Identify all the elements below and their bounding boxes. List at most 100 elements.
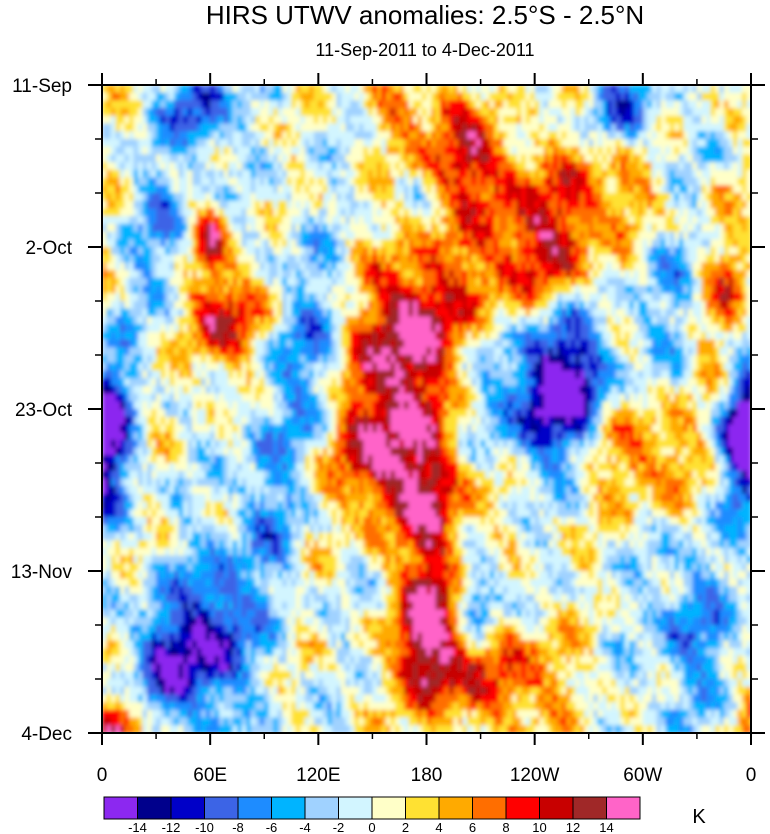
field-cell [403,331,410,341]
field-cell [399,169,405,179]
field-cell [174,331,180,341]
field-cell [728,108,734,117]
field-cell [381,270,387,279]
field-cell [421,115,428,125]
field-cell [696,324,703,333]
field-cell [588,223,594,233]
field-cell [557,123,563,132]
field-cell [187,92,193,102]
field-cell [449,139,455,148]
field-cell [349,285,355,294]
field-cell [282,339,288,348]
field-cell [579,339,585,348]
field-cell [557,162,563,171]
field-cell [642,123,648,132]
field-cell [534,301,540,310]
field-cell [638,108,644,117]
field-cell [476,270,482,279]
field-cell [201,301,207,310]
field-cell [259,193,265,202]
field-cell [570,193,576,202]
field-cell [651,139,657,148]
field-cell [732,85,739,94]
field-cell [521,324,527,333]
field-cell [435,100,441,109]
field-cell [264,301,270,310]
field-cell [417,139,423,148]
field-cell [530,285,536,294]
field-cell [295,162,301,171]
field-cell [674,231,680,240]
field-cell [367,262,374,271]
field-cell [205,339,211,348]
field-cell [241,254,247,264]
field-cell [494,100,500,109]
field-cell [174,100,180,109]
field-cell [286,193,292,202]
field-cell [665,108,671,117]
field-cell [579,131,585,140]
field-cell [151,277,157,287]
field-cell [656,177,662,186]
field-cell [696,277,703,287]
field-cell [512,146,518,156]
field-cell [458,154,464,163]
field-cell [723,200,730,210]
field-cell [678,169,684,179]
field-cell [593,177,599,186]
field-cell [539,239,545,248]
field-cell [687,162,694,171]
field-cell [187,231,193,240]
field-cell [390,123,396,132]
field-cell [561,193,567,202]
field-cell [372,200,378,210]
field-cell [602,208,608,217]
field-cell [291,154,297,163]
field-cell [160,254,166,264]
field-cell [656,162,662,171]
field-cell [277,308,283,318]
field-cell [345,208,351,217]
field-cell [214,115,220,125]
field-cell [376,208,383,217]
field-cell [147,200,153,210]
field-cell [579,231,585,240]
field-cell [714,216,721,225]
field-cell [151,231,157,240]
field-cell [417,216,423,225]
field-cell [602,254,608,264]
field-cell [723,131,730,140]
field-cell [507,347,513,356]
field-cell [674,301,680,310]
field-cell [624,146,630,156]
field-cell [219,115,225,125]
field-cell [349,254,355,264]
field-cell [606,339,612,348]
field-cell [494,262,500,271]
field-cell [205,331,211,341]
field-cell [552,331,558,341]
field-cell [102,139,108,148]
field-cell [507,108,513,117]
field-cell [165,85,171,94]
field-cell [696,247,703,256]
field-cell [192,293,198,302]
field-cell [156,200,162,210]
field-cell [232,169,238,179]
field-cell [642,92,648,102]
field-cell [259,200,265,210]
field-cell [219,239,225,248]
field-cell [174,185,180,194]
field-cell [421,200,428,210]
field-cell [399,239,405,248]
field-cell [336,270,342,279]
field-cell [273,262,279,271]
field-cell [174,277,180,287]
field-cell [557,177,563,186]
field-cell [421,154,428,163]
field-cell [665,247,671,256]
field-cell [471,146,477,156]
field-cell [642,324,648,333]
field-cell [656,223,662,233]
field-cell [160,131,166,140]
